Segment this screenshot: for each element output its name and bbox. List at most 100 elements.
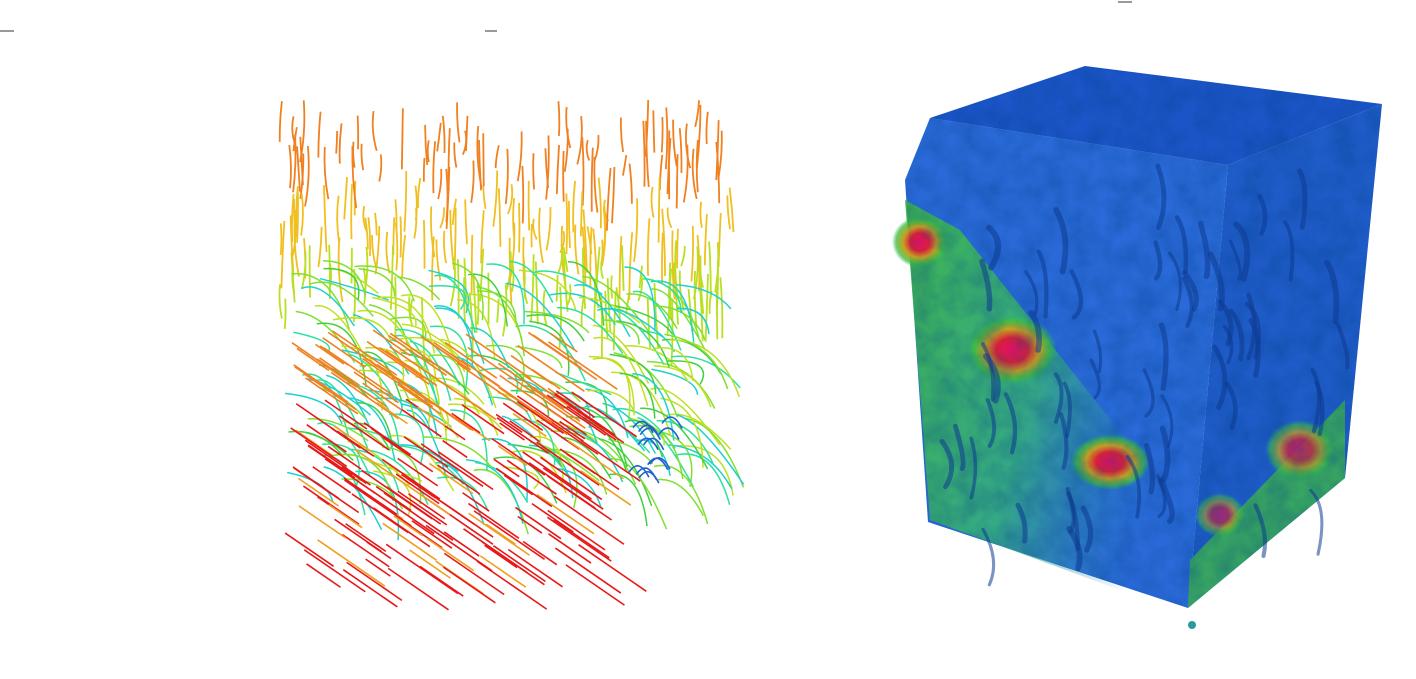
streamline xyxy=(561,436,612,480)
streamline xyxy=(381,458,441,500)
streamline xyxy=(409,340,452,401)
streamline xyxy=(413,208,418,239)
streamline xyxy=(674,453,731,506)
streamline xyxy=(495,467,553,508)
ridge xyxy=(1197,220,1211,280)
streamline xyxy=(593,336,649,407)
streamline xyxy=(530,386,581,422)
streamline xyxy=(653,305,706,341)
ridge xyxy=(1036,249,1049,319)
streamline xyxy=(470,160,475,204)
streamline xyxy=(547,516,612,562)
streamline xyxy=(431,236,435,301)
streamline xyxy=(451,412,481,434)
streamline xyxy=(450,409,488,472)
ridge xyxy=(1309,488,1324,556)
streamline xyxy=(556,467,602,507)
streamline xyxy=(453,207,457,266)
streamline xyxy=(381,467,451,516)
streamline xyxy=(522,540,558,566)
streamline xyxy=(624,266,656,332)
streamline xyxy=(638,265,643,288)
streamline xyxy=(715,280,719,340)
streamline xyxy=(317,226,323,268)
streamline xyxy=(654,347,694,381)
streamline xyxy=(669,339,741,398)
streamline xyxy=(468,502,520,539)
streamline xyxy=(344,479,412,527)
streamline xyxy=(440,381,497,421)
ridge xyxy=(1253,503,1268,558)
streamline xyxy=(509,260,554,303)
ridge xyxy=(1015,502,1028,544)
ridge xyxy=(1069,269,1083,320)
streamline xyxy=(367,217,372,257)
streamline xyxy=(646,297,651,349)
ridge xyxy=(1153,240,1163,281)
streamline xyxy=(451,198,457,226)
streamline xyxy=(385,349,438,387)
streamline xyxy=(512,412,547,438)
streamline xyxy=(409,549,451,579)
streamline xyxy=(545,135,550,200)
streamline xyxy=(440,338,497,409)
ridge xyxy=(1125,454,1142,519)
streamline xyxy=(317,539,386,587)
streamline xyxy=(642,120,646,187)
streamline xyxy=(502,465,540,490)
streamline xyxy=(597,177,602,229)
streamline xyxy=(509,222,516,278)
streamline xyxy=(671,355,741,389)
streamline xyxy=(403,436,449,468)
streamline xyxy=(640,407,709,470)
streamline xyxy=(291,342,358,388)
streamline xyxy=(628,232,634,300)
streamline xyxy=(467,354,538,396)
ridge xyxy=(969,436,978,500)
streamline xyxy=(442,439,468,459)
streamline xyxy=(582,247,587,309)
streamline xyxy=(565,381,608,419)
streamline xyxy=(317,111,322,158)
streamline xyxy=(465,458,524,524)
streamline xyxy=(295,186,299,236)
streamline xyxy=(476,125,483,188)
streamline xyxy=(388,434,455,492)
streamline xyxy=(582,209,588,273)
streamline xyxy=(462,492,490,512)
streamline xyxy=(351,146,358,209)
streamline xyxy=(372,329,411,357)
streamline xyxy=(601,319,640,345)
streamline xyxy=(455,416,491,442)
ridge xyxy=(1053,372,1064,424)
streamline xyxy=(588,355,635,416)
streamline xyxy=(301,250,307,290)
streamline xyxy=(389,332,454,377)
streamline xyxy=(605,167,612,231)
ridge xyxy=(1003,392,1018,455)
streamline xyxy=(473,468,529,535)
streamline xyxy=(567,439,624,480)
streamline xyxy=(322,337,366,368)
streamline xyxy=(542,467,604,510)
streamline xyxy=(593,134,600,162)
streamline xyxy=(719,277,724,339)
streamline xyxy=(323,146,330,200)
streamline xyxy=(366,340,430,385)
ridge xyxy=(1310,367,1322,434)
streamline xyxy=(516,395,584,442)
streamline xyxy=(423,220,426,269)
streamline xyxy=(476,285,525,357)
streamline xyxy=(314,343,345,365)
ridge xyxy=(1181,270,1199,312)
streamline xyxy=(518,269,577,311)
streamline xyxy=(596,307,664,338)
streamline xyxy=(553,519,610,559)
streamline xyxy=(399,349,437,379)
streamline xyxy=(445,168,449,223)
streamline xyxy=(668,444,733,490)
streamline xyxy=(347,397,396,462)
streamline xyxy=(566,453,596,475)
streamline xyxy=(401,409,442,438)
streamline xyxy=(628,163,633,204)
